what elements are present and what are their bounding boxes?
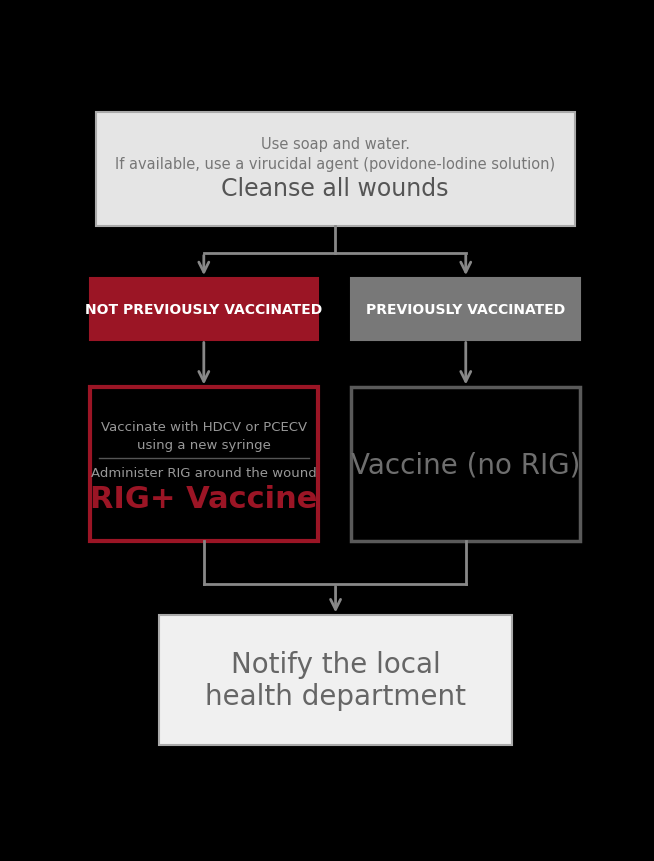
- Text: Notify the local
health department: Notify the local health department: [205, 650, 466, 710]
- Text: PREVIOUSLY VACCINATED: PREVIOUSLY VACCINATED: [366, 302, 566, 317]
- Text: Use soap and water.
If available, use a virucidal agent (povidone-Iodine solutio: Use soap and water. If available, use a …: [115, 137, 555, 171]
- Bar: [351, 279, 580, 340]
- Text: Vaccine (no RIG): Vaccine (no RIG): [351, 451, 581, 479]
- Text: Vaccinate with HDCV or PCECV
using a new syringe: Vaccinate with HDCV or PCECV using a new…: [101, 420, 307, 451]
- Bar: [160, 616, 512, 745]
- Bar: [351, 388, 580, 542]
- Bar: [90, 279, 318, 340]
- Text: Cleanse all wounds: Cleanse all wounds: [222, 177, 449, 201]
- Bar: [95, 113, 575, 226]
- Bar: [90, 388, 318, 542]
- Text: NOT PREVIOUSLY VACCINATED: NOT PREVIOUSLY VACCINATED: [85, 302, 322, 317]
- Text: RIG+ Vaccine: RIG+ Vaccine: [90, 485, 317, 514]
- Text: Administer RIG around the wound: Administer RIG around the wound: [91, 466, 317, 479]
